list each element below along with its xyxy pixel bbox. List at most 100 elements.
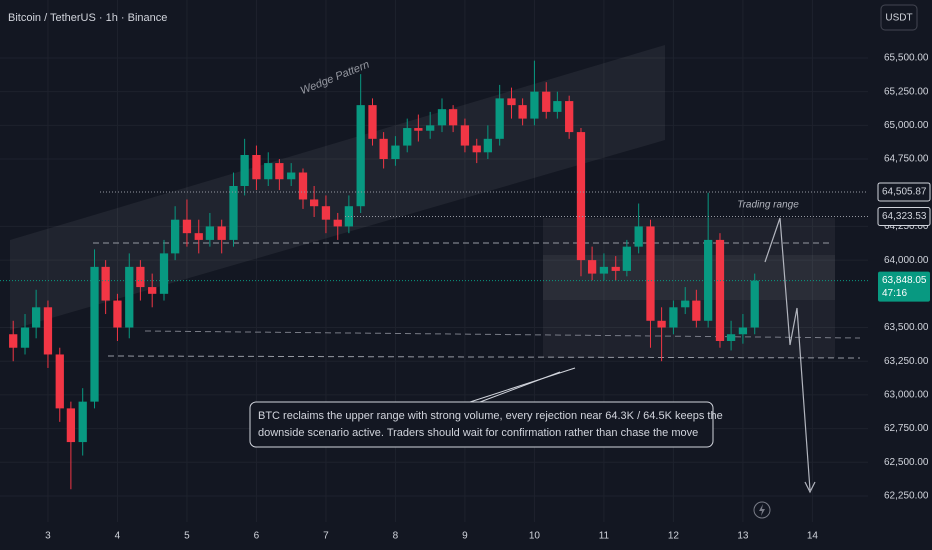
candle-body	[356, 105, 365, 207]
candle-body	[472, 145, 481, 153]
candle-body	[565, 101, 574, 133]
y-tick-label: 64,000.00	[884, 255, 929, 266]
axis-labels: 62,250.00 62,500.00 62,750.00 63,000.00 63,2…	[0, 53, 931, 542]
candle-body	[726, 334, 736, 341]
candle-body	[657, 320, 666, 328]
note-pointer	[469, 367, 576, 403]
x-tick-label: 9	[462, 531, 468, 542]
candle-body	[101, 266, 110, 301]
candle-body	[90, 266, 99, 402]
price-line-tag	[877, 182, 931, 202]
candle-body	[182, 219, 192, 234]
candle-body	[414, 128, 423, 131]
candle-body	[20, 327, 30, 348]
candle-body	[715, 239, 725, 341]
candle-body	[333, 219, 342, 227]
candle-body	[403, 128, 412, 146]
candle-body	[669, 307, 678, 328]
candle-body	[622, 246, 631, 271]
y-tick-label: 65,500.00	[884, 53, 929, 64]
candle-body	[275, 163, 284, 180]
candle-body	[646, 226, 655, 321]
note-line: downside scenario active. Traders should…	[258, 427, 698, 439]
y-tick-label: 65,000.00	[884, 120, 929, 131]
y-tick-label: 62,750.00	[884, 423, 929, 434]
last-price-tag	[878, 271, 930, 302]
candle-body	[113, 300, 122, 328]
candle-body	[287, 172, 296, 180]
x-tick-label: 10	[529, 531, 541, 542]
candle-body	[32, 307, 41, 328]
support-line	[144, 330, 861, 339]
candle-body	[125, 266, 134, 328]
range-label: Trading range	[737, 200, 799, 211]
x-tick-label: 8	[393, 531, 399, 542]
candle-body	[321, 206, 331, 220]
projection-path	[764, 217, 811, 491]
candle-body	[681, 300, 690, 308]
x-tick-label: 7	[323, 531, 329, 542]
currency-label: USDT	[885, 13, 912, 24]
last-price-label: 63,848.05	[882, 275, 927, 286]
support-line	[107, 355, 861, 359]
projection-arrowhead	[804, 481, 816, 494]
note-line: BTC reclaims the upper range with strong…	[258, 410, 723, 422]
candle-body	[426, 125, 435, 131]
range-box	[543, 218, 835, 358]
x-tick-label: 14	[807, 531, 819, 542]
countdown: 47:16	[882, 288, 907, 299]
candle-body	[576, 132, 586, 261]
candle-body	[553, 101, 562, 112]
candle-body	[599, 266, 609, 274]
y-tick-label: 63,250.00	[884, 356, 929, 367]
candle-body	[309, 199, 319, 207]
x-tick-label: 11	[599, 531, 610, 542]
x-tick-label: 12	[668, 531, 680, 542]
y-tick-label: 62,500.00	[884, 457, 929, 468]
x-tick-label: 13	[737, 531, 749, 542]
candle-body	[530, 91, 539, 119]
candle-body	[43, 307, 53, 355]
candle-body	[542, 91, 551, 112]
candle-body	[55, 354, 64, 409]
chart-title: Bitcoin / TetherUS · 1h · Binance	[8, 12, 167, 24]
candle-body	[264, 163, 273, 180]
candle-body	[587, 260, 597, 274]
alert-icon-bolt	[759, 504, 765, 516]
x-tick-label: 5	[184, 531, 190, 542]
candle-body	[507, 98, 516, 106]
candle-body	[170, 219, 180, 254]
candle-body	[194, 233, 203, 240]
note-box	[249, 401, 714, 448]
candle-body	[437, 109, 447, 126]
time-axis	[0, 522, 932, 550]
range-zone	[543, 255, 835, 300]
candle-body	[391, 145, 400, 160]
candle-body	[66, 408, 76, 443]
candle-body	[298, 172, 308, 200]
note-pointer	[479, 371, 561, 403]
y-tick-label: 65,250.00	[884, 86, 929, 97]
candle-body	[634, 226, 643, 247]
y-tick-label: 64,750.00	[884, 154, 929, 165]
candle-body	[460, 125, 470, 146]
alert-icon[interactable]	[753, 501, 771, 519]
candle-body	[252, 154, 261, 180]
currency-button[interactable]	[880, 4, 918, 31]
candle-body	[483, 138, 492, 153]
candle-body	[148, 287, 157, 294]
candle-body	[611, 266, 620, 271]
candle-body	[495, 98, 504, 139]
price-line-tag	[877, 207, 931, 227]
x-tick-label: 6	[254, 531, 260, 542]
y-tick-label: 64,250.00	[884, 221, 929, 232]
candle-body	[368, 105, 377, 139]
candle-body	[229, 185, 238, 240]
candle-body	[750, 280, 759, 328]
x-tick-label: 3	[45, 531, 51, 542]
y-tick-label: 63,000.00	[884, 390, 929, 401]
candle-body	[448, 109, 458, 126]
candle-body	[692, 300, 701, 321]
